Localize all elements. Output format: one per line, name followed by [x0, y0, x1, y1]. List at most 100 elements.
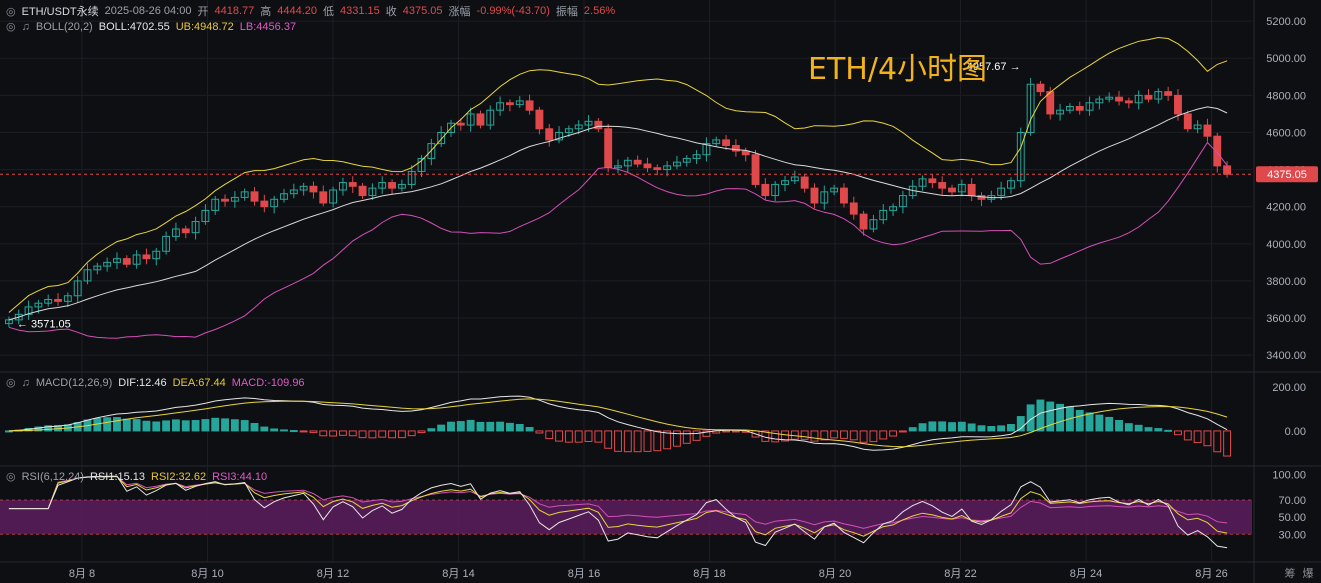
- macd-bar: [122, 418, 131, 432]
- macd-bar: [260, 426, 269, 432]
- bell-icon[interactable]: ♫: [21, 20, 30, 33]
- macd-bar: [368, 430, 377, 439]
- price-tick-label: 5200.00: [1266, 16, 1306, 28]
- macd-bar: [545, 430, 554, 440]
- macd-bar: [1154, 428, 1163, 432]
- macd-bar: [447, 421, 455, 432]
- candle-body: [722, 139, 731, 146]
- collapse-icon[interactable]: ◎: [6, 471, 16, 483]
- candle-body: [682, 157, 691, 163]
- macd-legend: ◎ ♫ MACD(12,26,9) DIF:12.46 DEA:67.44 MA…: [6, 376, 305, 390]
- macd-bar: [574, 430, 583, 443]
- time-tick-label: 8月 24: [1070, 568, 1102, 580]
- macd-bar: [614, 430, 622, 452]
- candle-body: [113, 258, 121, 263]
- macd-bar: [1036, 399, 1045, 432]
- macd-tick-label: 0.00: [1285, 426, 1306, 438]
- macd-bar: [987, 426, 996, 432]
- macd-bar: [840, 430, 848, 439]
- candle-body: [761, 183, 770, 197]
- candle-body: [702, 143, 711, 156]
- candle-body: [1164, 91, 1173, 96]
- candle-body: [93, 265, 102, 271]
- candle-body: [967, 183, 976, 197]
- macd-bar: [1134, 424, 1143, 432]
- time-tick-label: 8月 14: [442, 568, 474, 580]
- time-tick-label: 8月 22: [944, 568, 976, 580]
- macd-bar: [1105, 416, 1114, 432]
- candle-body: [1016, 131, 1025, 182]
- macd-bar: [948, 422, 956, 432]
- price-tick-label: 4000.00: [1266, 239, 1306, 251]
- collapse-icon[interactable]: ◎: [6, 377, 16, 389]
- macd-bar: [1085, 412, 1094, 432]
- candle-body: [1115, 96, 1123, 102]
- macd-bar: [908, 427, 917, 432]
- boll-lb: LB:4456.37: [239, 20, 297, 33]
- macd-bar: [1144, 427, 1153, 432]
- time-tick-label: 8月 12: [317, 568, 349, 580]
- rsi-tick-label: 50.00: [1278, 512, 1306, 524]
- candle-body: [24, 306, 33, 315]
- macd-bar: [692, 430, 701, 441]
- macd-bar: [270, 428, 279, 432]
- candle-body: [319, 191, 328, 204]
- macd-bar: [722, 430, 731, 433]
- low-label: 低: [323, 6, 334, 18]
- macd-bar: [417, 430, 426, 434]
- collapse-icon[interactable]: ◎: [6, 21, 16, 33]
- close-label: 收: [385, 6, 397, 18]
- candle-body: [1085, 102, 1094, 111]
- macd-dea: DEA:67.44: [172, 376, 226, 389]
- macd-bar: [456, 421, 465, 432]
- macd-bar: [555, 430, 563, 442]
- boll-mid: BOLL:4702.55: [98, 20, 170, 33]
- macd-bar: [505, 422, 514, 432]
- candle-body: [63, 295, 72, 302]
- candle-body: [34, 302, 43, 308]
- time-tick-label: 8月 26: [1195, 568, 1227, 580]
- macd-bar: [604, 430, 613, 449]
- candle-body: [221, 198, 229, 202]
- price-legend: ◎ ETH/USDT永续 2025-08-26 04:00 开 4418.77 高…: [6, 3, 615, 19]
- macd-bar: [771, 430, 780, 443]
- macd-bar: [928, 421, 937, 432]
- macd-dif: DIF:12.46: [118, 376, 167, 389]
- candle-body: [790, 176, 799, 182]
- macd-bar: [201, 419, 210, 432]
- bell-icon[interactable]: ♫: [21, 376, 30, 389]
- candle-body: [201, 209, 210, 223]
- macd-bar: [1193, 430, 1202, 444]
- candle-body: [869, 219, 878, 230]
- macd-bar: [309, 430, 318, 434]
- candle-body: [14, 313, 23, 321]
- rsi-name: RSI(6,12,24): [21, 470, 84, 483]
- macd-bar: [830, 430, 839, 439]
- candle-body: [240, 191, 249, 198]
- candle-body: [781, 180, 789, 185]
- boll-upper-line: [8, 36, 1228, 313]
- candle-body: [1065, 105, 1074, 111]
- macd-bar: [378, 430, 387, 438]
- macd-bar: [1007, 424, 1015, 432]
- candle-body: [712, 139, 721, 145]
- macd-bar: [358, 430, 367, 439]
- candle-body: [673, 161, 681, 167]
- candle-body: [771, 183, 780, 197]
- candle-body: [1134, 94, 1143, 104]
- macd-bar: [113, 417, 121, 432]
- rsi-band: [0, 500, 1252, 535]
- datetime-label: 2025-08-26 04:00: [104, 5, 192, 17]
- candle-body: [1223, 165, 1232, 175]
- candle-body: [211, 198, 220, 211]
- change-value: -0.99%(-43.70): [476, 5, 550, 17]
- low-marker: ← 3571.05: [17, 318, 71, 330]
- collapse-icon[interactable]: ◎: [6, 5, 16, 18]
- boll-legend: ◎ ♫ BOLL(20,2) BOLL:4702.55 UB:4948.72 L…: [6, 20, 297, 34]
- candle-body: [574, 124, 583, 130]
- open-value: 4418.77: [214, 5, 255, 17]
- rsi2-value: RSI2:32.62: [151, 470, 207, 483]
- candle-body: [810, 187, 819, 204]
- macd-name: MACD(12,26,9): [35, 376, 113, 389]
